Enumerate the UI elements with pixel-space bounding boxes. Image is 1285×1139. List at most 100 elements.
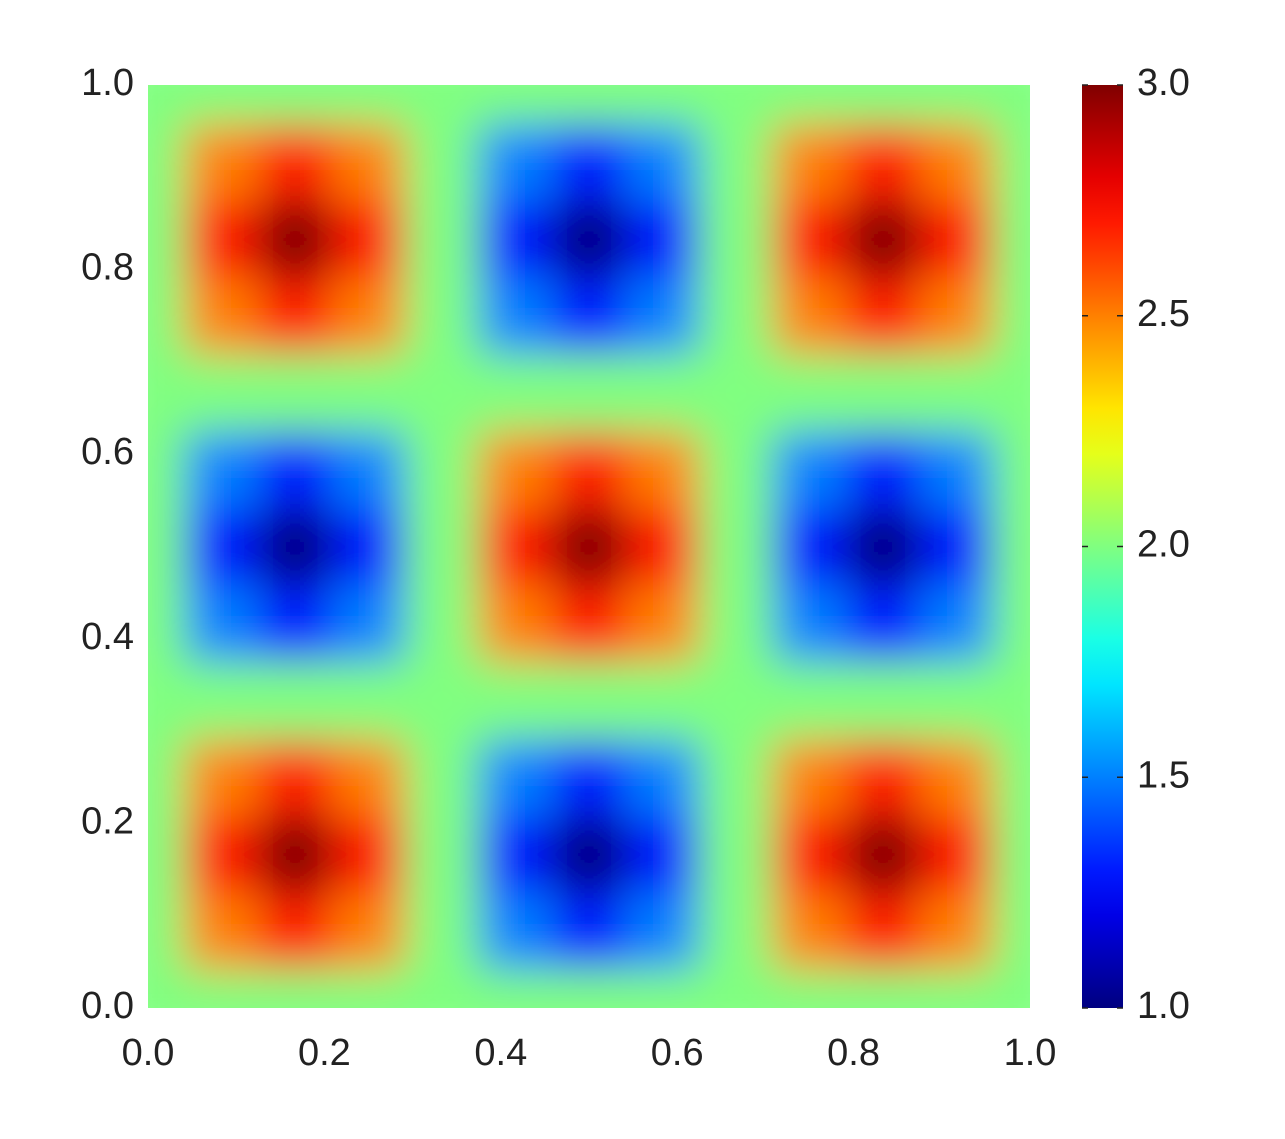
cell — [148, 431, 186, 509]
cell — [148, 200, 186, 278]
cell — [258, 815, 333, 894]
cell — [919, 584, 994, 663]
cell — [772, 431, 847, 509]
cell — [405, 584, 480, 663]
cell — [699, 815, 774, 894]
cell — [184, 584, 259, 663]
cell — [478, 431, 553, 509]
cell — [331, 892, 406, 971]
cell — [772, 661, 847, 740]
y-tick-label: 0.2 — [81, 800, 134, 842]
cell — [846, 508, 921, 586]
cell — [699, 892, 774, 971]
cell — [699, 738, 774, 817]
cell — [405, 661, 480, 740]
cell — [552, 354, 627, 432]
cell — [846, 123, 921, 201]
cell — [993, 85, 1030, 124]
cell — [919, 85, 994, 124]
cell — [772, 738, 847, 817]
cell — [772, 85, 847, 124]
cell — [919, 661, 994, 740]
cell — [184, 508, 259, 586]
cell — [478, 123, 553, 201]
cell — [625, 508, 700, 586]
cell — [919, 738, 994, 817]
cell — [148, 85, 186, 124]
x-tick-label: 0.6 — [651, 1032, 704, 1074]
cell — [993, 200, 1030, 278]
cell — [331, 200, 406, 278]
cell — [184, 969, 259, 1008]
cell — [552, 431, 627, 509]
colorbar-tick-label: 3.0 — [1137, 62, 1190, 104]
cell — [919, 815, 994, 894]
cell — [699, 354, 774, 432]
cell — [919, 969, 994, 1008]
colorbar: 1.0 1.5 2.0 2.5 3.0 — [1082, 62, 1190, 1027]
cell — [258, 738, 333, 817]
cell — [552, 969, 627, 1008]
cell — [405, 508, 480, 586]
cell — [184, 431, 259, 509]
cell — [478, 508, 553, 586]
heatmap — [148, 85, 1030, 1008]
x-tick-label: 0.2 — [298, 1032, 351, 1074]
cell — [993, 661, 1030, 740]
cell — [846, 200, 921, 278]
cell — [331, 584, 406, 663]
cell — [625, 661, 700, 740]
cell — [331, 85, 406, 124]
cell — [919, 508, 994, 586]
cell — [846, 892, 921, 971]
cell — [405, 892, 480, 971]
cell — [699, 200, 774, 278]
cell — [258, 892, 333, 971]
cell — [405, 431, 480, 509]
cell — [699, 969, 774, 1008]
cell — [478, 277, 553, 355]
cell — [625, 277, 700, 355]
x-tick-label: 1.0 — [1004, 1032, 1057, 1074]
cell — [331, 508, 406, 586]
cell — [148, 123, 186, 201]
cell — [405, 738, 480, 817]
cell — [405, 123, 480, 201]
x-tick-label: 0.8 — [827, 1032, 880, 1074]
cell — [184, 815, 259, 894]
cell — [148, 508, 186, 586]
y-tick-label: 0.4 — [81, 616, 134, 658]
cell — [625, 969, 700, 1008]
colorbar-tick-label: 2.0 — [1137, 524, 1190, 566]
cell — [478, 200, 553, 278]
cell — [625, 431, 700, 509]
cell — [846, 431, 921, 509]
cell — [772, 508, 847, 586]
cell — [625, 85, 700, 124]
cell — [331, 661, 406, 740]
cell — [331, 123, 406, 201]
cell — [478, 969, 553, 1008]
cell — [405, 354, 480, 432]
cell — [478, 85, 553, 124]
cell — [772, 200, 847, 278]
cell — [184, 277, 259, 355]
cell — [993, 892, 1030, 971]
cell — [331, 277, 406, 355]
x-tick-label: 0.4 — [474, 1032, 527, 1074]
cell — [625, 354, 700, 432]
cell — [331, 431, 406, 509]
cell — [699, 85, 774, 124]
cell — [772, 584, 847, 663]
cell — [993, 431, 1030, 509]
colorbar-tick-label: 1.5 — [1137, 754, 1190, 796]
cell — [258, 354, 333, 432]
cell — [846, 738, 921, 817]
cell — [625, 892, 700, 971]
cell — [478, 815, 553, 894]
cell — [772, 815, 847, 894]
cell — [405, 85, 480, 124]
cell — [699, 123, 774, 201]
cell — [552, 661, 627, 740]
